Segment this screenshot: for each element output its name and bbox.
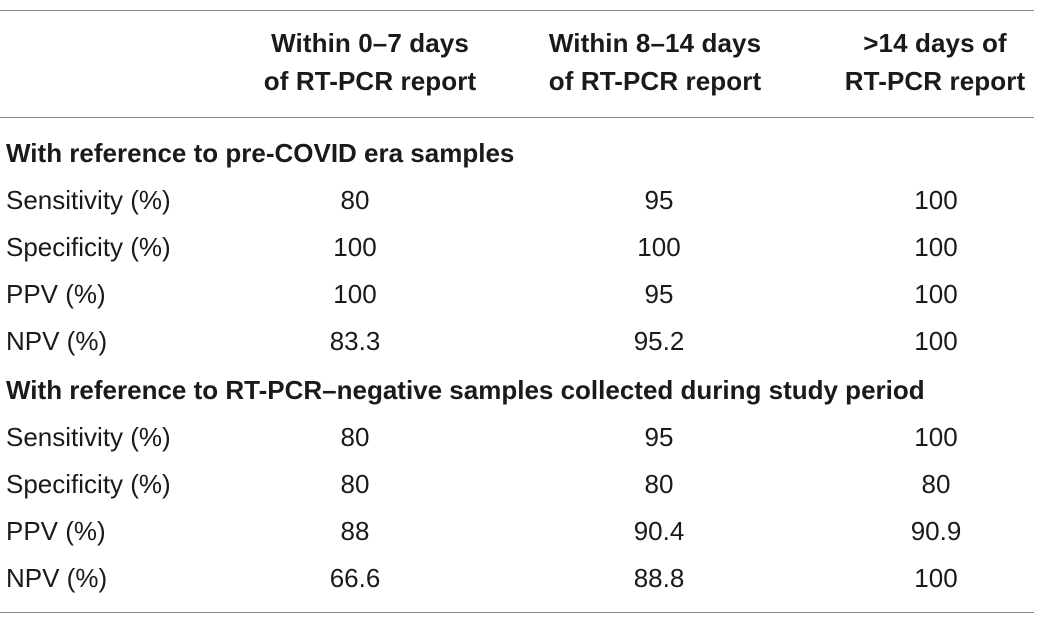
table-row: PPV (%) 100 95 100 [0,274,1040,314]
cell-value: 83.3 [329,326,381,356]
row-label: PPV (%) [6,279,106,309]
cell-value: 80 [340,422,370,452]
table-row: Sensitivity (%) 80 95 100 [0,417,1040,457]
cell-value: 80 [340,185,370,215]
column-header-line: Within 0–7 days [271,28,469,58]
table-row: NPV (%) 66.6 88.8 100 [0,558,1040,598]
cell-value: 95 [644,185,674,215]
cell-value: 66.6 [329,563,381,593]
cell-value: 100 [914,563,958,593]
top-rule [0,10,1034,11]
cell-value: 100 [333,279,377,309]
column-header-0-7-days: Within 0–7 days of RT-PCR report [225,24,515,100]
column-header-line: >14 days of [863,28,1007,58]
section-title-rt-pcr-negative: With reference to RT-PCR–negative sample… [6,375,925,405]
table-row: Specificity (%) 100 100 100 [0,227,1040,267]
row-label: Specificity (%) [6,469,171,499]
row-label: NPV (%) [6,563,108,593]
row-label: PPV (%) [6,516,106,546]
cell-value: 100 [914,279,958,309]
cell-value: 95 [644,422,674,452]
column-header-line: RT-PCR report [844,66,1026,96]
cell-value: 80 [644,469,674,499]
cell-value: 95 [644,279,674,309]
section-title-pre-covid: With reference to pre-COVID era samples [6,138,515,168]
cell-value: 100 [914,185,958,215]
cell-value: 100 [637,232,681,262]
header-rule [0,117,1034,118]
cell-value: 88.8 [633,563,685,593]
cell-value: 100 [333,232,377,262]
bottom-rule [0,612,1034,613]
cell-value: 90.4 [633,516,685,546]
row-label: Sensitivity (%) [6,422,171,452]
column-header-line: of RT-PCR report [548,66,762,96]
column-header-line: Within 8–14 days [548,28,762,58]
row-label: NPV (%) [6,326,108,356]
cell-value: 100 [914,422,958,452]
cell-value: 80 [340,469,370,499]
table-row: Sensitivity (%) 80 95 100 [0,180,1040,220]
column-header-over-14-days: >14 days of RT-PCR report [800,24,1040,100]
table-row: PPV (%) 88 90.4 90.9 [0,511,1040,551]
cell-value: 90.9 [910,516,962,546]
cell-value: 80 [921,469,951,499]
cell-value: 100 [914,232,958,262]
table-row: Specificity (%) 80 80 80 [0,464,1040,504]
cell-value: 88 [340,516,370,546]
column-header-8-14-days: Within 8–14 days of RT-PCR report [510,24,800,100]
cell-value: 95.2 [633,326,685,356]
column-header-line: of RT-PCR report [263,66,477,96]
cell-value: 100 [914,326,958,356]
table-row: NPV (%) 83.3 95.2 100 [0,321,1040,361]
row-label: Sensitivity (%) [6,185,171,215]
row-label: Specificity (%) [6,232,171,262]
